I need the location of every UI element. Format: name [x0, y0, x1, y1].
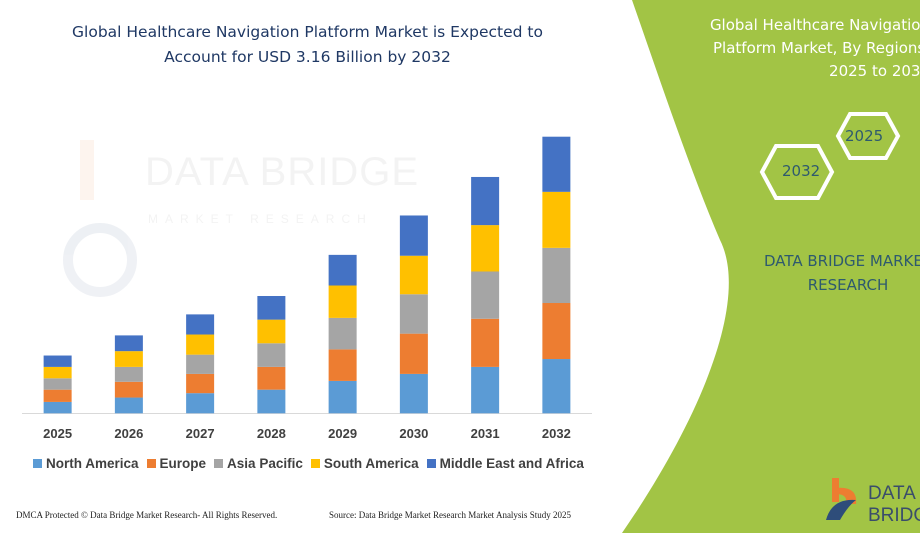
- bar-segment-middle-east-and-africa: [328, 254, 357, 286]
- x-tick-label: 2032: [541, 426, 571, 441]
- watermark-sub: MARKET RESEARCH: [148, 212, 373, 226]
- x-tick-label: 2028: [256, 426, 286, 441]
- legend-item: Europe: [146, 456, 206, 471]
- side-panel-title: Global Healthcare Navigation Platform Ma…: [680, 14, 920, 83]
- bar-segment-asia-pacific: [257, 343, 286, 367]
- bar-segment-asia-pacific: [399, 294, 428, 334]
- bar-segment-north-america: [257, 389, 286, 414]
- bar-segment-europe: [114, 381, 143, 398]
- x-tick-label: 2027: [185, 426, 215, 441]
- hex-label-2025: 2025: [845, 127, 884, 145]
- bar-segment-asia-pacific: [43, 378, 72, 390]
- bar-segment-south-america: [471, 225, 500, 272]
- hexagon-2032: [759, 144, 835, 200]
- legend-item: North America: [33, 456, 139, 471]
- watermark-logo-icon: [63, 140, 137, 297]
- bar-segment-europe: [43, 389, 72, 402]
- bar-segment-north-america: [542, 359, 571, 414]
- logo-icon: [826, 478, 857, 520]
- bar-segment-middle-east-and-africa: [399, 215, 428, 256]
- logo-text: DATA BRIDGE: [868, 483, 920, 526]
- bar-segment-south-america: [257, 319, 286, 344]
- x-tick-label: 2025: [43, 426, 73, 441]
- bar-segment-middle-east-and-africa: [43, 355, 72, 367]
- chart-title-line: Global Healthcare Navigation Platform Ma…: [72, 23, 543, 41]
- bar-segment-south-america: [114, 351, 143, 367]
- legend-item: Asia Pacific: [214, 456, 303, 471]
- bar-segment-south-america: [43, 366, 72, 379]
- bar-segment-south-america: [186, 334, 215, 355]
- bar-segment-europe: [542, 303, 571, 360]
- bar-segment-europe: [186, 373, 215, 394]
- legend-item: South America: [310, 456, 419, 471]
- bar-segment-north-america: [43, 401, 72, 414]
- bar-segment-middle-east-and-africa: [114, 335, 143, 352]
- bar-segment-north-america: [114, 397, 143, 414]
- x-tick-label: 2030: [399, 426, 429, 441]
- hex-label-2032: 2032: [782, 162, 821, 180]
- bar-segment-asia-pacific: [542, 247, 571, 304]
- bar-segment-north-america: [471, 366, 500, 414]
- brand-line: RESEARCH: [807, 276, 889, 294]
- hexagon-2025: [835, 112, 901, 160]
- x-tick-label: 2031: [470, 426, 500, 441]
- dmca-notice: DMCA Protected © Data Bridge Market Rese…: [16, 510, 278, 520]
- legend: North America Europe Asia Pacific South …: [33, 456, 584, 471]
- bar-segment-north-america: [328, 380, 357, 414]
- bar-segment-asia-pacific: [186, 354, 215, 374]
- bars: [43, 136, 571, 414]
- bar-segment-asia-pacific: [328, 317, 357, 350]
- bar-segment-europe: [471, 318, 500, 367]
- brand-line: DATA BRIDGE MARKET: [763, 252, 920, 270]
- bar-segment-middle-east-and-africa: [542, 136, 571, 192]
- bar-segment-north-america: [399, 373, 428, 414]
- bar-segment-europe: [328, 349, 357, 381]
- chart-title-line: Account for USD 3.16 Billion by 2032: [164, 48, 451, 66]
- bar-segment-north-america: [186, 393, 215, 414]
- watermark: DATA BRIDGE: [145, 150, 420, 194]
- bar-segment-europe: [399, 333, 428, 374]
- side-title-line: Platform Market, By Regions,: [713, 39, 920, 57]
- legend-item: Middle East and Africa: [426, 456, 584, 471]
- chart-title: Global Healthcare Navigation Platform Ma…: [20, 20, 595, 70]
- source-note: Source: Data Bridge Market Research Mark…: [329, 510, 571, 520]
- bar-segment-asia-pacific: [471, 271, 500, 319]
- x-tick-label: 2029: [328, 426, 358, 441]
- bar-segment-south-america: [399, 255, 428, 295]
- bar-segment-south-america: [328, 285, 357, 318]
- side-title-line: 2025 to 2032: [829, 62, 920, 80]
- bar-segment-middle-east-and-africa: [257, 296, 286, 320]
- bar-segment-middle-east-and-africa: [471, 176, 500, 226]
- bar-segment-south-america: [542, 191, 571, 248]
- side-panel-shape: [622, 0, 920, 533]
- side-title-line: Global Healthcare Navigation: [709, 16, 920, 34]
- bar-segment-asia-pacific: [114, 366, 143, 382]
- bar-segment-europe: [257, 366, 286, 390]
- bar-segment-middle-east-and-africa: [186, 314, 215, 335]
- brand-text: DATA BRIDGE MARKET RESEARCH: [748, 249, 920, 297]
- x-tick-label: 2026: [114, 426, 144, 441]
